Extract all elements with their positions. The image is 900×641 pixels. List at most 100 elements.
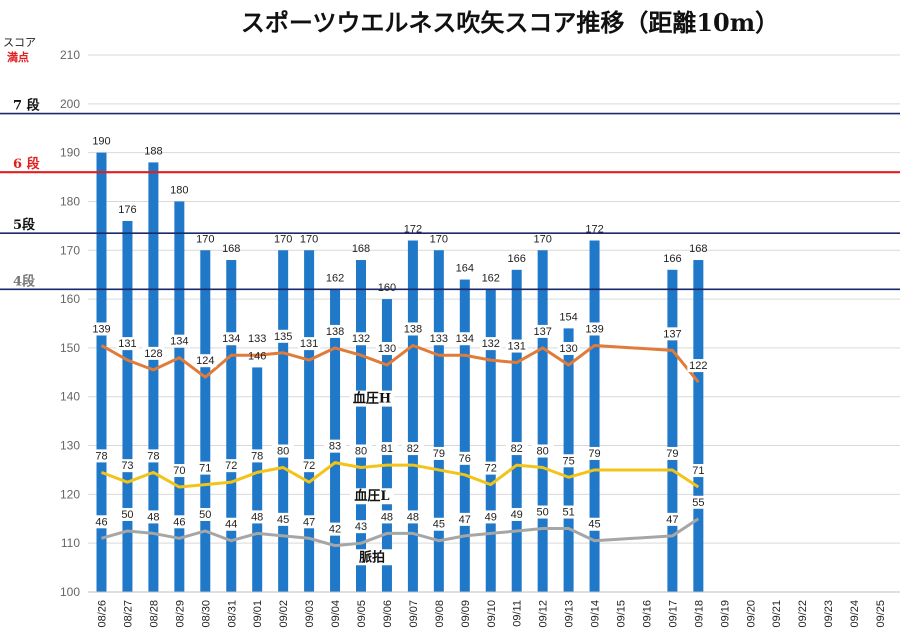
y-tick-label: 120 — [60, 487, 80, 501]
label-backing — [531, 324, 554, 338]
y-tick-label: 140 — [60, 390, 80, 404]
bar-value-label: 166 — [508, 253, 526, 265]
line-value-label: 43 — [355, 521, 367, 533]
line-value-label: 49 — [485, 511, 497, 523]
line-value-label: 139 — [92, 323, 110, 335]
line-value-label: 78 — [147, 450, 159, 462]
label-backing — [220, 517, 243, 531]
label-backing — [142, 346, 165, 360]
line-value-label: 134 — [222, 333, 240, 345]
axes: 100 110 120 130 140 150 160 170 180 190 200 210 08/2… — [60, 48, 900, 628]
x-tick-label: 08/27 — [122, 600, 134, 628]
caption-backing — [350, 488, 394, 505]
label-backing — [531, 444, 554, 458]
label-backing — [324, 522, 347, 536]
label-backing — [194, 507, 217, 521]
line-value-label: 79 — [433, 448, 445, 460]
label-backing — [557, 505, 580, 519]
label-backing — [142, 510, 165, 524]
score-bar — [174, 201, 185, 593]
bar-value-label: 170 — [300, 233, 318, 245]
x-tick-label: 09/07 — [408, 600, 420, 628]
x-tick-label: 09/22 — [797, 600, 809, 628]
label-backing — [453, 512, 476, 526]
line-value-label: 45 — [433, 519, 445, 531]
bar-value-label: 190 — [92, 136, 110, 148]
label-backing — [246, 332, 269, 346]
label-backing — [375, 442, 398, 456]
line-value-label: 42 — [329, 524, 341, 536]
line-value-label: 50 — [199, 509, 211, 521]
label-backing — [427, 332, 450, 346]
line-value-label: 78 — [251, 450, 263, 462]
line-value-label: 134 — [170, 336, 188, 348]
score-bar — [589, 240, 600, 592]
label-backing — [272, 512, 295, 526]
line-value-label: 83 — [329, 441, 341, 453]
score-bar — [485, 289, 496, 592]
series-caption: 脈拍 — [359, 549, 385, 565]
line-value-label: 75 — [562, 455, 574, 467]
line-value-label: 124 — [196, 355, 214, 367]
bar-value-label: 168 — [222, 243, 240, 255]
label-backing — [116, 337, 139, 351]
label-backing — [246, 510, 269, 524]
line-value-label: 122 — [689, 360, 707, 372]
line-value-label: 130 — [378, 343, 396, 355]
line-value-label: 72 — [485, 463, 497, 475]
line-value-label: 48 — [147, 511, 159, 523]
x-tick-label: 08/28 — [148, 600, 160, 628]
bar-value-label: 154 — [559, 311, 577, 323]
label-backing — [401, 510, 424, 524]
label-backing — [531, 505, 554, 519]
score-bar — [356, 260, 366, 592]
series-line — [100, 343, 700, 384]
label-backing — [298, 459, 321, 473]
x-tick-label: 09/02 — [278, 600, 290, 628]
data-labels: 190 176 188 180 170 168 146 170 170 162 168 160 172 1… — [90, 136, 710, 566]
line-value-label: 46 — [173, 516, 185, 528]
line-value-label: 133 — [430, 333, 448, 345]
line-value-label: 130 — [559, 343, 577, 355]
score-bar — [537, 250, 548, 593]
line-value-label: 73 — [121, 460, 133, 472]
x-tick-label: 09/09 — [460, 600, 472, 628]
line-value-label: 51 — [562, 507, 574, 519]
rank-label: 7 段 — [13, 98, 40, 114]
bar-value-label: 146 — [248, 350, 266, 362]
label-backing — [324, 324, 347, 338]
line-value-label: 72 — [303, 460, 315, 472]
x-tick-label: 09/16 — [641, 600, 653, 628]
score-bar — [122, 220, 133, 592]
x-tick-label: 09/15 — [616, 600, 628, 628]
line-value-label: 134 — [456, 333, 474, 345]
line-value-label: 47 — [303, 516, 315, 528]
line-value-label: 71 — [199, 463, 211, 475]
label-backing — [505, 442, 528, 456]
label-backing — [220, 332, 243, 346]
line-value-label: 138 — [326, 326, 344, 338]
rank-label: 4段 — [13, 273, 35, 289]
series-caption: 血圧H — [353, 391, 391, 407]
y-tick-label: 200 — [60, 97, 80, 111]
bar-value-label: 168 — [352, 243, 370, 255]
x-tick-label: 08/30 — [200, 600, 212, 628]
bar-value-label: 168 — [689, 243, 707, 255]
y-axis-label: スコア — [3, 36, 36, 49]
bar-value-label: 164 — [456, 263, 474, 275]
bar-value-label: 176 — [118, 204, 136, 216]
label-backing — [687, 464, 710, 478]
x-tick-label: 09/12 — [538, 600, 550, 628]
line-value-label: 49 — [511, 509, 523, 521]
label-backing — [583, 517, 606, 531]
x-tick-label: 09/13 — [564, 600, 576, 628]
rank-label: 6 段 — [13, 156, 40, 172]
bar-value-label: 162 — [482, 272, 500, 284]
series-line — [100, 461, 700, 489]
label-backing — [661, 327, 684, 341]
label-backing — [168, 515, 191, 529]
line-value-label: 72 — [225, 460, 237, 472]
line-value-label: 132 — [352, 333, 370, 345]
bar-value-label: 188 — [144, 145, 162, 157]
